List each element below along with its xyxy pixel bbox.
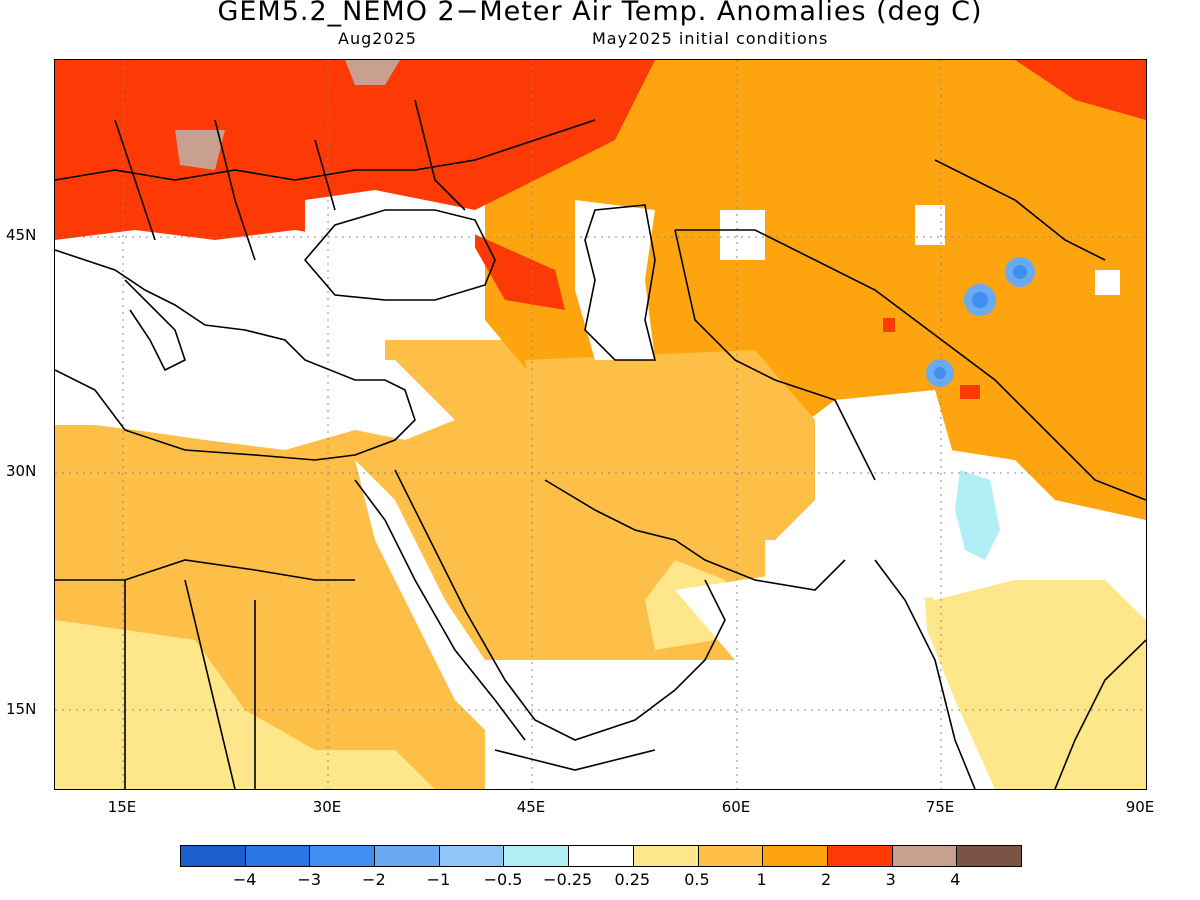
sahel-pale: [55, 620, 435, 789]
black-sea-neutral: [305, 190, 475, 300]
lon-label: 45E: [516, 798, 546, 816]
red-sea-neutral: [355, 460, 515, 740]
forecast-month: Aug2025: [338, 29, 417, 48]
colorbar-swatch: [827, 846, 893, 866]
colorbar-label: −3: [297, 870, 322, 889]
pamir-red-spot: [883, 318, 895, 332]
himalaya-red-spot: [960, 385, 980, 399]
india-coast: [874, 559, 976, 789]
lat-label: 15N: [6, 700, 37, 718]
colorbar-swatch: [375, 846, 440, 866]
colorbar-label: 2: [821, 870, 832, 889]
colorbar-label: 0.25: [614, 870, 651, 889]
lon-label: 30E: [312, 798, 342, 816]
horn-of-africa: [494, 749, 656, 771]
colorbar-label: 0.5: [684, 870, 710, 889]
colorbar-label: 4: [950, 870, 961, 889]
lon-label: 90E: [1125, 798, 1155, 816]
europe-borders: [55, 99, 596, 261]
india-cold-spot: [955, 470, 1000, 560]
tibet-cold-2-core: [1013, 265, 1027, 279]
black-sea-coast: [303, 209, 496, 301]
initial-conditions: May2025 initial conditions: [592, 29, 829, 48]
colorbar-label: 3: [885, 870, 896, 889]
mediterranean-coast: [55, 249, 416, 461]
asia-borders: [674, 159, 1146, 501]
europe-hot-patch-1: [175, 130, 225, 170]
europe-hot-patch-2: [345, 60, 400, 85]
colorbar-label: −1: [426, 870, 451, 889]
colorbar-swatch: [698, 846, 764, 866]
red-sea-coast: [354, 479, 526, 741]
tibet-cold-3-core: [934, 367, 946, 379]
italy-coast: [124, 279, 186, 372]
lat-label: 45N: [6, 226, 37, 244]
far-east-neutral: [1095, 270, 1120, 295]
colorbar-swatch: [957, 846, 1021, 866]
lon-label: 60E: [721, 798, 751, 816]
colorbar-swatch: [763, 846, 828, 866]
lon-label: 75E: [925, 798, 955, 816]
tibet-cold-1-core: [972, 292, 988, 308]
map-canvas: [55, 60, 1146, 789]
colorbar-swatch: [569, 846, 634, 866]
anomaly-map: [54, 59, 1147, 790]
lat-label: 30N: [6, 462, 37, 480]
colorbar-swatch: [439, 846, 505, 866]
aral-neutral: [720, 210, 765, 260]
balkash-neutral: [915, 205, 945, 245]
arabian-sea-neutral: [575, 560, 955, 789]
iran-fill: [525, 350, 815, 540]
india-neutral: [885, 440, 1146, 600]
india-east-coast: [1054, 639, 1146, 789]
mediterranean-neutral: [55, 290, 455, 450]
colorbar-swatch: [504, 846, 570, 866]
lon-label: 15E: [107, 798, 137, 816]
colorbar-label: −0.25: [543, 870, 593, 889]
colorbar: [180, 845, 1022, 867]
colorbar-label: 1: [756, 870, 767, 889]
persian-gulf-coast: [544, 479, 846, 591]
colorbar-label: −4: [232, 870, 257, 889]
chart-title: GEM5.2_NEMO 2−Meter Air Temp. Anomalies …: [217, 0, 983, 27]
colorbar-label: −2: [362, 870, 386, 889]
oman-pale: [645, 560, 725, 650]
colorbar-label: −0.5: [483, 870, 523, 889]
europe-warm-fill: [55, 60, 655, 260]
colorbar-swatch: [892, 846, 958, 866]
africa-borders: [55, 559, 355, 789]
arabia-west-coast: [394, 469, 726, 741]
colorbar-swatch: [310, 846, 376, 866]
caspian-coast: [584, 204, 657, 361]
siberia-warm-fill: [1015, 60, 1146, 120]
colorbar-swatch: [181, 846, 246, 866]
colorbar-swatch: [245, 846, 311, 866]
caspian-neutral: [575, 200, 655, 360]
india-south-pale: [915, 580, 1146, 789]
colorbar-swatch: [633, 846, 699, 866]
